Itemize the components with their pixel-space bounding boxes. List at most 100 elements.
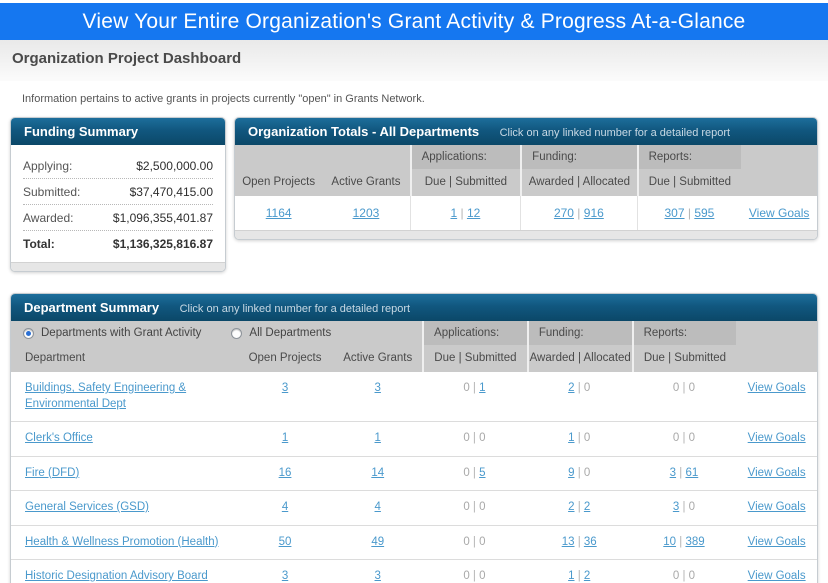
view-goals-cell: View Goals [736, 491, 817, 525]
view-goals-link[interactable]: View Goals [748, 206, 810, 220]
count-link[interactable]: 270 [553, 206, 574, 220]
org-totals-header: Organization Totals - All Departments Cl… [235, 118, 817, 145]
count-link[interactable]: 36 [583, 535, 597, 548]
active-grants-link[interactable]: 14 [371, 466, 385, 479]
applications-cell: 0 | 0 [422, 491, 527, 525]
active-grants-link[interactable]: 4 [374, 501, 381, 514]
active-grants-link[interactable]: 3 [374, 382, 381, 394]
pipe-separator: | [469, 382, 480, 394]
banner-title: View Your Entire Organization's Grant Ac… [82, 9, 746, 33]
department-link[interactable]: Health & Wellness Promotion (Health) [25, 535, 219, 548]
department-link[interactable]: Clerk's Office [25, 432, 93, 445]
count-link[interactable]: 12 [466, 206, 481, 220]
active-grants-link[interactable]: 3 [374, 570, 381, 583]
count-value: 0 [463, 501, 470, 514]
count-link[interactable]: 1 [479, 382, 486, 394]
department-link[interactable]: Fire (DFD) [25, 466, 80, 479]
count-link[interactable]: 61 [685, 466, 699, 479]
count-link[interactable]: 389 [685, 535, 705, 548]
count-link[interactable]: 1 [568, 432, 575, 445]
view-goals-link[interactable]: View Goals [747, 535, 806, 548]
funding-summary-body: Applying: $2,500,000.00 Submitted: $37,4… [11, 145, 225, 262]
column-header-department: Department [11, 345, 237, 372]
view-goals-link[interactable]: View Goals [747, 501, 806, 514]
department-row: Fire (DFD) 16 14 0 | 5 9 | 0 3 | 61 View… [11, 455, 817, 491]
radio-all-departments[interactable]: All Departments [231, 321, 331, 345]
reports-cell: 3 | 0 [632, 491, 737, 525]
applications-cell: 0 | 0 [422, 526, 527, 560]
applications-cell: 0 | 0 [422, 560, 527, 583]
funding-label: Awarded: [23, 211, 74, 225]
department-link[interactable]: Buildings, Safety Engineering & Environm… [25, 382, 187, 410]
count-value: 0 [583, 382, 591, 394]
pipe-separator: | [679, 382, 689, 394]
view-goals-cell: View Goals [736, 526, 817, 560]
open-projects-cell: 50 [237, 526, 334, 560]
count-link[interactable]: 9 [568, 466, 575, 479]
org-totals-footer [235, 230, 817, 239]
count-link[interactable]: 595 [694, 206, 715, 220]
department-summary-title: Department Summary [24, 300, 160, 315]
reports-cell: 0 | 0 [632, 422, 737, 456]
count-link[interactable]: 10 [663, 535, 677, 548]
radio-departments-with-grant-activity[interactable]: Departments with Grant Activity [23, 321, 201, 345]
open-projects-cell: 3 [237, 372, 334, 421]
active-grants-link[interactable]: 49 [371, 535, 385, 548]
view-goals-link[interactable]: View Goals [747, 466, 806, 479]
count-value: 0 [479, 501, 486, 514]
funding-row-submitted: Submitted: $37,470,415.00 [23, 179, 213, 205]
count-value: 0 [583, 432, 591, 445]
count-link[interactable]: 2 [583, 501, 591, 514]
open-projects-link[interactable]: 1164 [265, 206, 292, 220]
view-goals-link[interactable]: View Goals [747, 382, 806, 394]
column-header-open-projects: Open Projects [236, 345, 334, 372]
view-goals-link[interactable]: View Goals [747, 570, 806, 583]
department-link[interactable]: Historic Designation Advisory Board [25, 570, 208, 583]
info-text: Information pertains to active grants in… [22, 93, 425, 105]
active-grants-cell: 49 [333, 526, 422, 560]
funding-cell: 1 | 0 [527, 422, 632, 456]
open-projects-link[interactable]: 4 [281, 501, 289, 514]
pipe-separator: | [574, 535, 584, 548]
count-link[interactable]: 3 [672, 501, 680, 514]
department-name-cell: General Services (GSD) [11, 491, 237, 525]
funding-value: $2,500,000.00 [136, 159, 213, 173]
pipe-separator: | [574, 382, 584, 394]
column-header-awarded-allocated: Awarded | Allocated [520, 169, 637, 196]
count-link[interactable]: 1 [450, 206, 458, 220]
pipe-separator: | [679, 570, 689, 583]
active-grants-cell: 4 [333, 491, 422, 525]
active-grants-link[interactable]: 1203 [352, 206, 380, 220]
funding-summary-footer [11, 262, 225, 271]
count-link[interactable]: 5 [479, 466, 486, 479]
count-link[interactable]: 916 [583, 206, 604, 220]
count-link[interactable]: 13 [561, 535, 575, 548]
count-link[interactable]: 3 [669, 466, 677, 479]
open-projects-link[interactable]: 3 [281, 382, 289, 394]
group-spacer [322, 145, 410, 169]
pipe-separator: | [457, 206, 467, 220]
count-link[interactable]: 307 [664, 206, 685, 220]
open-projects-link[interactable]: 16 [278, 466, 292, 479]
count-value: 0 [463, 466, 470, 479]
count-link[interactable]: 2 [568, 382, 575, 394]
page-header: Organization Project Dashboard [0, 40, 828, 81]
open-projects-link[interactable]: 50 [278, 535, 292, 548]
page-title: Organization Project Dashboard [12, 50, 242, 67]
reports-cell: 307 | 595 [636, 196, 742, 230]
count-link[interactable]: 1 [568, 570, 575, 583]
group-spacer [736, 321, 817, 345]
count-link[interactable]: 2 [568, 501, 575, 514]
open-projects-link[interactable]: 1 [281, 432, 289, 445]
pipe-separator: | [574, 432, 584, 445]
view-goals-link[interactable]: View Goals [747, 432, 806, 445]
active-grants-link[interactable]: 1 [374, 432, 381, 445]
applications-cell: 1 | 12 [409, 196, 521, 230]
department-summary-header: Department Summary Click on any linked n… [11, 294, 817, 321]
open-projects-link[interactable]: 3 [281, 570, 289, 583]
applications-cell: 0 | 1 [422, 372, 527, 421]
reports-cell: 3 | 61 [632, 457, 737, 491]
group-header-applications: Applications: [409, 145, 521, 169]
department-link[interactable]: General Services (GSD) [25, 501, 149, 514]
count-link[interactable]: 2 [583, 570, 591, 583]
